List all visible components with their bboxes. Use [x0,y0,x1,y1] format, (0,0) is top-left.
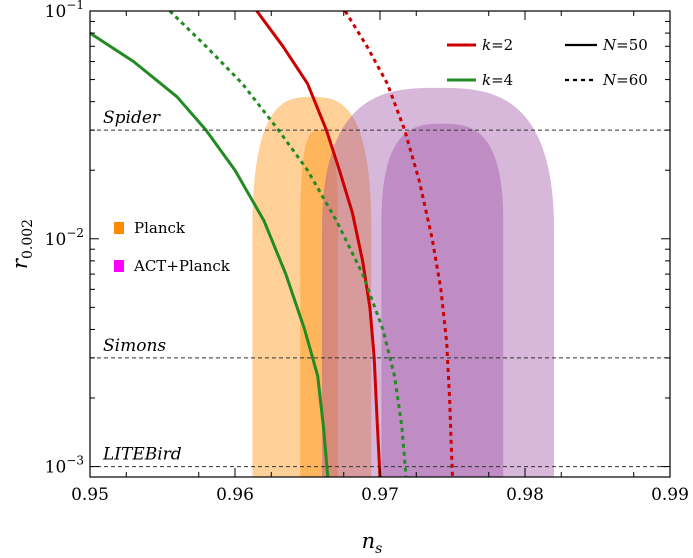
y-axis-label: r0.002 [8,219,36,269]
legend-label-n50: N=50 [602,36,648,54]
x-axis-label: ns [362,529,383,557]
constraint-regions [252,87,554,477]
x-tick-label: 0.99 [651,485,689,505]
region-act-planck-68cl [381,123,504,477]
legend-label-k2: k=2 [482,36,513,54]
legend-label-n60: N=60 [602,71,648,89]
axis-ticks [89,10,671,477]
legend-patch-act-planck [114,260,124,272]
tick-labels: 0.95 0.96 0.97 0.98 0.99 10−1 10−2 10−3 [45,0,689,505]
legend-patch-planck [114,222,124,234]
label-litebird: LITEBird [102,445,182,465]
region-act-planck [322,87,554,477]
y-tick-label: 10−2 [45,226,84,250]
label-simons: Simons [103,336,166,356]
legend-label-k4: k=4 [482,71,513,89]
region-planck-68cl [300,130,338,477]
legend-patch-label-act-planck: ACT+Planck [133,257,231,275]
legend-patches: Planck ACT+Planck [114,219,231,275]
experiment-sensitivities: Spider Simons LITEBird [90,108,670,468]
curve-k2-n50 [255,11,382,477]
y-tick-label: 10−1 [45,0,84,22]
legend-patch-label-planck: Planck [134,219,186,237]
region-planck [252,96,372,477]
legend-lines: k=2 k=4 N=50 N=60 [447,36,648,89]
region-act-planck-95cl [322,87,554,477]
model-curves [90,11,454,477]
x-tick-label: 0.97 [361,485,399,505]
y-tick-label: 10−3 [45,454,84,478]
x-tick-label: 0.95 [71,485,109,505]
x-tick-label: 0.96 [216,485,254,505]
curve-k4-n50 [90,31,330,477]
x-tick-label: 0.98 [506,485,544,505]
label-spider: Spider [103,108,161,128]
region-planck-95cl [252,96,372,477]
